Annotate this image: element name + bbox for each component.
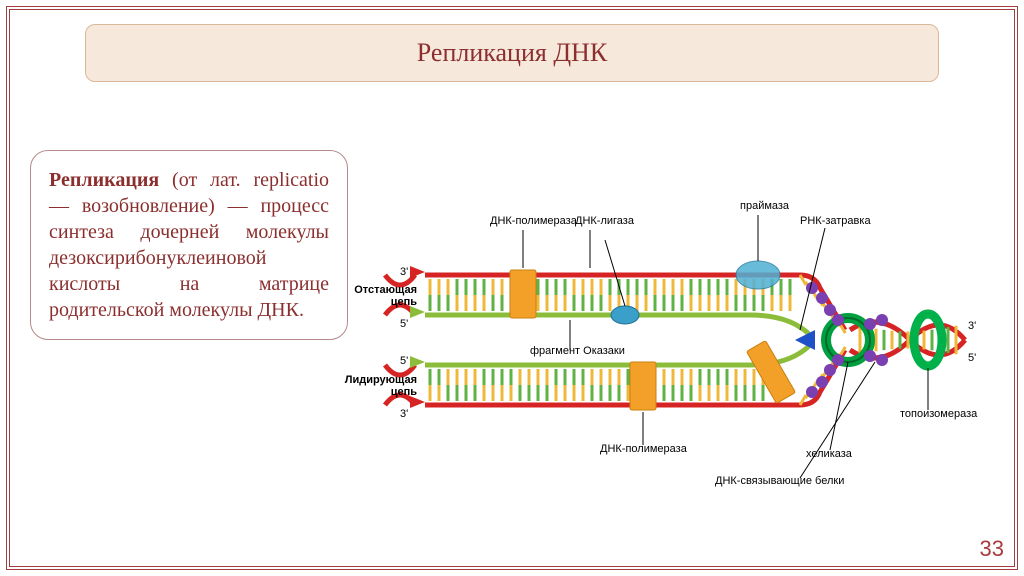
label-lagging: Отстающая цепь xyxy=(342,284,417,308)
label-3p-c: 3' xyxy=(968,320,976,332)
label-dnk-polymerase-top: ДНК-полимераза xyxy=(490,215,577,227)
label-5p-a: 5' xyxy=(400,318,408,330)
label-topoisomerase: топоизомераза xyxy=(900,408,977,420)
label-3p-a: 3' xyxy=(400,266,408,278)
label-okazaki: фрагмент Оказаки xyxy=(530,345,625,357)
definition-body: (от лат. replicatio — возобновление) — п… xyxy=(49,169,329,321)
label-5p-b: 5' xyxy=(400,355,408,367)
definition-term: Репликация xyxy=(49,169,159,191)
definition-text: Репликация (от лат. replicatio — возобно… xyxy=(49,167,329,323)
label-rnk-primer: РНК-затравка xyxy=(800,215,871,227)
definition-box: Репликация (от лат. replicatio — возобно… xyxy=(30,150,348,340)
diagram-svg xyxy=(370,180,990,510)
title-text: Репликация ДНК xyxy=(417,38,607,68)
title-box: Репликация ДНК xyxy=(85,24,939,82)
label-primase: праймаза xyxy=(740,200,789,212)
page-number: 33 xyxy=(980,536,1004,562)
replication-diagram: ДНК-полимераза ДНК-лигаза праймаза РНК-з… xyxy=(370,180,990,510)
label-ssb: ДНК-связывающие белки xyxy=(715,475,844,487)
label-5p-c: 5' xyxy=(968,352,976,364)
label-dnk-ligase: ДНК-лигаза xyxy=(575,215,634,227)
label-helicase: хеликаза xyxy=(806,448,852,460)
label-dnk-polymerase-bottom: ДНК-полимераза xyxy=(600,443,687,455)
label-3p-b: 3' xyxy=(400,408,408,420)
label-leading: Лидирующая цепь xyxy=(342,374,417,398)
